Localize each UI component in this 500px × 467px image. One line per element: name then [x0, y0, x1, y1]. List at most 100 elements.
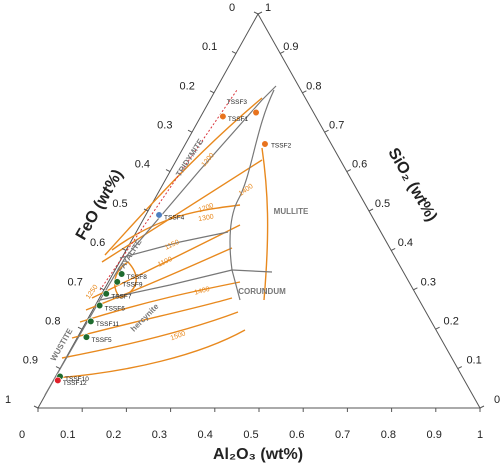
feo-tick-label: 0.8 — [45, 316, 60, 328]
feo-tick-label: 0.9 — [23, 355, 38, 367]
isotherm-label: 1200 — [198, 202, 215, 214]
feo-tick-label: 0.1 — [202, 41, 217, 53]
sio2-tick-label: 0.2 — [444, 316, 459, 328]
axis-title-al2o3: Al₂O₃ (wt%) — [213, 446, 303, 463]
al2o3-tick-label: 0.6 — [289, 429, 304, 441]
tick-mark — [209, 90, 215, 94]
isotherm-label: 1250 — [85, 284, 100, 301]
sample-point — [113, 278, 121, 286]
al2o3-tick-label: 0.1 — [60, 429, 75, 441]
tick-mark — [99, 287, 105, 291]
tick-mark — [457, 366, 463, 370]
isotherm — [85, 247, 233, 311]
sample-label: TSSF1 — [228, 116, 249, 123]
isotherm — [111, 204, 241, 251]
sample-label: TSSF4 — [164, 215, 185, 222]
boundary — [229, 89, 275, 271]
tick-mark — [143, 208, 149, 212]
sio2-tick-label: 0 — [494, 394, 500, 406]
sio2-tick-label: 0.5 — [375, 198, 390, 210]
tick-mark — [33, 405, 39, 409]
isotherm — [61, 311, 239, 359]
tick-mark — [55, 366, 61, 370]
feo-tick-label: 0.2 — [180, 80, 195, 92]
isotherm — [55, 329, 246, 379]
tick-mark — [346, 169, 352, 173]
feo-tick-label: 0.4 — [135, 159, 150, 171]
isotherm — [114, 261, 137, 299]
sample-label: TSSF6 — [105, 305, 126, 312]
tick-mark — [253, 11, 259, 15]
sample-label: TSSF3 — [227, 99, 248, 106]
tick-mark — [231, 50, 237, 54]
al2o3-tick-label: 1 — [477, 429, 483, 441]
feo-tick-label: 0.6 — [90, 237, 105, 249]
sio2-tick-label: 0.3 — [421, 276, 436, 288]
isotherm — [71, 297, 233, 339]
sample-label: TSSF8 — [127, 274, 148, 281]
tick-mark — [165, 169, 171, 173]
tick-mark — [435, 326, 440, 330]
sample-point — [82, 333, 91, 341]
sample-point — [118, 270, 126, 278]
sio2-tick-label: 0.6 — [352, 159, 367, 171]
phase-label: CORUNDUM — [238, 287, 286, 296]
sample-point — [54, 376, 62, 385]
al2o3-tick-label: 0.5 — [243, 429, 258, 441]
sample-label: TSSF12 — [63, 380, 87, 387]
al2o3-tick-label: 0.4 — [198, 429, 213, 441]
boundary — [99, 269, 233, 301]
tick-mark — [121, 247, 127, 251]
tick-mark — [77, 326, 83, 330]
phase-label: MULLITE — [274, 207, 309, 216]
sample-point — [261, 140, 269, 148]
tick-mark — [324, 129, 329, 133]
sample-label: TSSF11 — [96, 321, 120, 328]
sample-label: TSSF10 — [65, 376, 89, 383]
sample-label: TSSF5 — [91, 337, 112, 344]
feo-tick-label: 0.5 — [112, 198, 127, 210]
al2o3-tick-label: 0.9 — [427, 429, 442, 441]
boundary — [231, 269, 241, 301]
sample-point — [252, 108, 260, 117]
tick-mark — [187, 129, 193, 133]
isotherm — [79, 281, 241, 323]
tick-mark — [390, 247, 396, 251]
tick-mark — [279, 50, 285, 54]
tick-mark — [413, 287, 418, 291]
isotherm-label: 1500 — [170, 330, 187, 342]
sample-point — [96, 301, 104, 310]
sio2-tick-label: 0.7 — [329, 120, 344, 132]
sio2-tick-label: 1 — [265, 2, 271, 14]
tick-mark — [368, 208, 374, 212]
sample-label: TSSF7 — [111, 293, 132, 300]
al2o3-tick-label: 0.8 — [381, 429, 396, 441]
axis-title-sio2: SiO₂ (wt%) — [384, 145, 440, 224]
al2o3-tick-label: 0.2 — [106, 429, 121, 441]
boundary — [119, 231, 229, 259]
sio2-tick-label: 0.8 — [306, 80, 321, 92]
tick-mark — [257, 11, 263, 15]
tick-mark — [302, 90, 307, 94]
al2o3-tick-label: 0 — [19, 429, 25, 441]
sio2-tick-label: 0.1 — [466, 355, 481, 367]
boundary — [231, 269, 273, 273]
al2o3-tick-label: 0.3 — [152, 429, 167, 441]
sample-label: TSSF9 — [122, 282, 143, 289]
sio2-tick-label: 0.4 — [398, 237, 413, 249]
reference-line — [99, 89, 238, 291]
sample-point — [219, 112, 227, 121]
sample-point — [155, 211, 163, 219]
feo-tick-label: 1 — [5, 394, 11, 406]
feo-tick-label: 0.3 — [157, 120, 172, 132]
isotherm-label: 1400 — [194, 286, 211, 297]
feo-tick-label: 0.7 — [68, 276, 83, 288]
feo-tick-label: 0 — [229, 2, 235, 14]
sio2-tick-label: 0.9 — [283, 41, 298, 53]
sample-point — [102, 290, 110, 298]
tick-mark — [479, 405, 485, 409]
sample-point — [87, 317, 95, 325]
al2o3-tick-label: 0.7 — [335, 429, 350, 441]
isotherm-label: 1300 — [198, 214, 215, 224]
